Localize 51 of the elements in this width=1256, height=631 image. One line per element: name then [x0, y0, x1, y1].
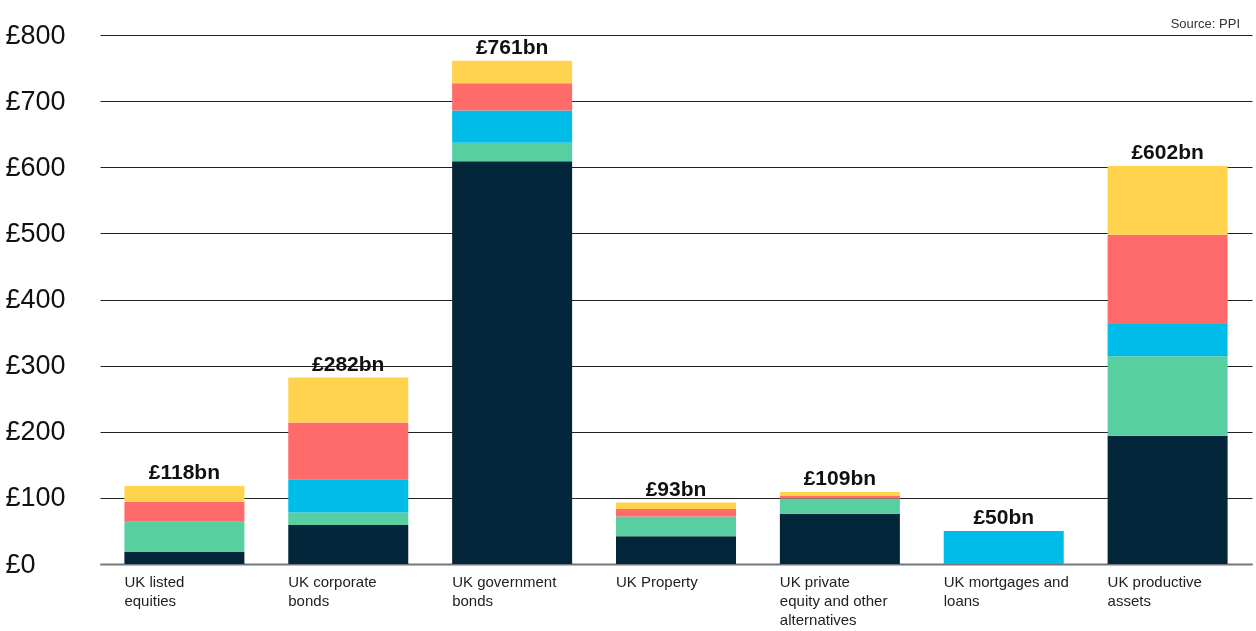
bar: [452, 60, 573, 84]
bar: [124, 521, 245, 553]
bar: [616, 536, 736, 564]
bar: [1107, 435, 1228, 564]
total-label: £109bn: [803, 465, 877, 489]
y-tick-label: £500: [5, 217, 66, 248]
total-label: £50bn: [973, 504, 1035, 528]
bar: [124, 552, 245, 564]
total-label: £602bn: [1131, 139, 1204, 163]
bar: [779, 495, 900, 499]
x-tick-label: UK government bonds: [452, 572, 558, 609]
y-tick-label: £0: [5, 548, 36, 579]
bar: [943, 530, 1064, 564]
x-tick-label: UK Property: [616, 572, 699, 590]
total-label: £93bn: [645, 476, 707, 500]
y-tick-label: £400: [5, 284, 66, 314]
x-tick-label: UK private equity and other alternatives: [779, 572, 888, 628]
bar: [779, 491, 900, 496]
x-tick-label: UK corporate bonds: [288, 572, 377, 609]
bar: [124, 501, 245, 522]
bar: [452, 161, 573, 564]
y-tick-label: £800: [5, 19, 66, 50]
x-tick-label: UK productive assets: [1107, 572, 1202, 609]
bar: [452, 142, 573, 162]
bar: [452, 110, 573, 143]
total-label: £761bn: [475, 34, 549, 58]
source-note: Source: PPI: [1170, 16, 1240, 31]
bar: [616, 502, 736, 510]
bar: [779, 513, 900, 564]
y-tick-label: £300: [5, 350, 66, 381]
y-tick-label: £700: [5, 85, 66, 116]
total-label: £118bn: [148, 459, 220, 483]
bar: [1107, 234, 1228, 324]
y-tick-label: £200: [5, 416, 66, 447]
bar: [288, 377, 409, 423]
bar: [288, 479, 409, 513]
y-tick-label: £100: [5, 482, 66, 513]
bar: [616, 509, 736, 517]
y-tick-label: £600: [5, 151, 66, 182]
bar: [288, 512, 409, 525]
bar: [124, 485, 245, 502]
bar: [288, 422, 409, 480]
bar: [779, 498, 900, 514]
x-tick-label: UK mortgages and loans: [943, 572, 1069, 609]
bar: [288, 524, 409, 564]
bar: [1107, 356, 1228, 436]
bar: [452, 83, 573, 111]
bar: [616, 516, 736, 537]
bar: [1107, 165, 1228, 235]
x-tick-label: UK listed equities: [124, 572, 185, 609]
bar: [1107, 323, 1228, 357]
